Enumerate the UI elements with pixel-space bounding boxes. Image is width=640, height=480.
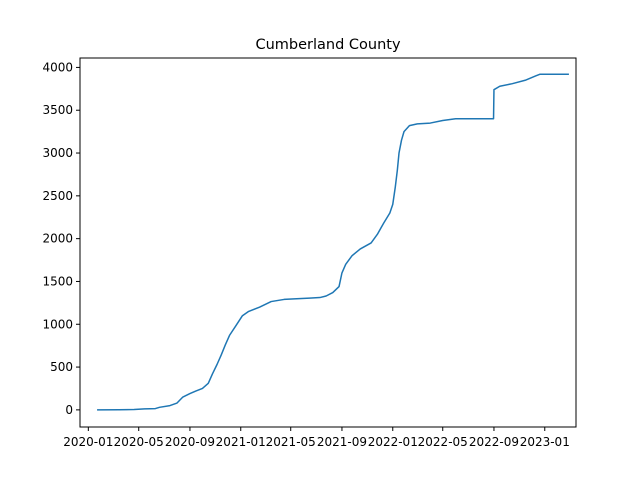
y-tick-label: 2500 bbox=[42, 189, 73, 203]
y-tick-label: 1000 bbox=[42, 317, 73, 331]
x-tick-label: 2021-01 bbox=[216, 435, 266, 449]
y-axis: 0 500 1000 1500 2000 2500 3000 3500 4000 bbox=[42, 60, 80, 417]
x-tick-label: 2021-05 bbox=[266, 435, 316, 449]
x-tick-label: 2022-09 bbox=[469, 435, 519, 449]
y-tick-label: 2000 bbox=[42, 232, 73, 246]
x-tick-label: 2021-09 bbox=[317, 435, 367, 449]
y-tick-label: 0 bbox=[65, 403, 73, 417]
x-tick-label: 2022-05 bbox=[418, 435, 468, 449]
y-tick-label: 4000 bbox=[42, 60, 73, 74]
plot-area bbox=[97, 73, 569, 411]
x-axis: 2020-01 2020-05 2020-09 2021-01 2021-05 2021-… bbox=[63, 427, 570, 449]
x-tick-label: 2020-01 bbox=[63, 435, 113, 449]
x-tick-label: 2022-01 bbox=[368, 435, 418, 449]
x-tick-label: 2020-05 bbox=[114, 435, 164, 449]
chart-title: Cumberland County bbox=[255, 37, 401, 53]
y-tick-label: 1500 bbox=[42, 274, 73, 288]
x-tick-label: 2020-09 bbox=[165, 435, 215, 449]
y-tick-label: 500 bbox=[50, 360, 73, 374]
y-tick-label: 3000 bbox=[42, 146, 73, 160]
y-tick-label: 3500 bbox=[42, 103, 73, 117]
x-tick-label: 2023-01 bbox=[520, 435, 570, 449]
axes-frame bbox=[79, 57, 577, 428]
series-line bbox=[97, 73, 569, 411]
